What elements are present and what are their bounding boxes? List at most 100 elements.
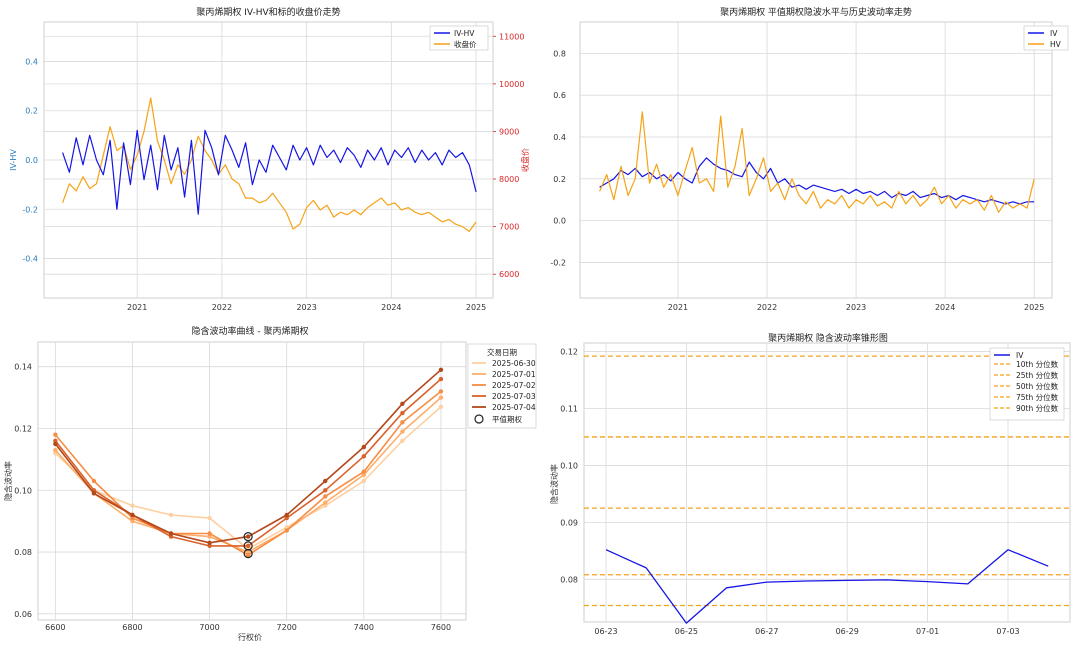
series-line-iv-hv bbox=[62, 129, 477, 215]
legend-label: 2025-07-04 bbox=[492, 403, 536, 412]
chart-title: 聚丙烯期权 平值期权隐波水平与历史波动率走势 bbox=[720, 6, 912, 18]
series-point bbox=[53, 447, 58, 453]
series-point bbox=[130, 503, 135, 508]
y2-tick-label: 9000 bbox=[499, 127, 519, 136]
series-point bbox=[91, 491, 97, 496]
x-tick-label: 7400 bbox=[354, 623, 374, 632]
atm-marker bbox=[243, 531, 253, 542]
x-tick-label: 2024 bbox=[381, 303, 401, 312]
y-tick-label: 0.4 bbox=[553, 133, 566, 142]
x-tick-label: 06-29 bbox=[836, 627, 859, 636]
series-point bbox=[53, 441, 58, 447]
y-tick-label: -0.2 bbox=[22, 205, 38, 214]
plot-frame bbox=[579, 21, 1053, 299]
legend-box bbox=[467, 343, 537, 429]
series-point bbox=[400, 401, 405, 406]
x-tick-label: 06-27 bbox=[755, 627, 778, 636]
x-tick-label: 6600 bbox=[45, 623, 65, 632]
y-tick-label: 0.10 bbox=[14, 486, 32, 495]
y-tick-label: 0.09 bbox=[560, 518, 578, 527]
series-point bbox=[207, 534, 212, 539]
legend-label: 平值期权 bbox=[492, 414, 522, 424]
y-tick-label: 0.12 bbox=[560, 348, 578, 357]
plot-frame bbox=[583, 342, 1071, 623]
legend-label: 2025-07-01 bbox=[492, 370, 536, 379]
legend: 交易日期 2025-06-30 2025-07-01 2025-07-02 2025-0… bbox=[467, 343, 537, 429]
series-point bbox=[438, 376, 444, 382]
x-tick-label: 07-01 bbox=[916, 627, 939, 636]
x-tick-label: 7600 bbox=[431, 623, 451, 632]
series-point bbox=[361, 478, 367, 484]
x-axis-label: 行权价 bbox=[238, 632, 262, 642]
y2-tick-label: 10000 bbox=[499, 80, 524, 89]
x-tick-label: 7200 bbox=[277, 623, 297, 632]
series-point bbox=[168, 512, 174, 518]
x-tick-label: 2024 bbox=[935, 303, 955, 312]
y-tick-label: 0.0 bbox=[25, 156, 38, 165]
y-axis-label: 隐含波动率 bbox=[549, 464, 559, 504]
series-point bbox=[438, 404, 444, 410]
x-tick-label: 2025 bbox=[466, 303, 486, 312]
y-tick-label: -0.2 bbox=[550, 258, 566, 267]
panel-iv-smile: 6600 6800 7000 7200 7400 7600 0.06 0.08 0.10 0.12… bbox=[3, 325, 537, 642]
series-point bbox=[323, 500, 328, 505]
series-point bbox=[245, 549, 251, 555]
series-line-2025-07-01 bbox=[54, 397, 442, 553]
series-point bbox=[130, 518, 135, 524]
y-tick-label: 0.08 bbox=[14, 548, 32, 557]
legend-label: IV bbox=[1016, 351, 1024, 360]
y-tick-label: -0.4 bbox=[22, 255, 38, 264]
y-tick-label: 0.6 bbox=[553, 91, 566, 100]
series-line-2025-07-03 bbox=[54, 378, 442, 547]
legend-label: 2025-06-30 bbox=[492, 359, 536, 368]
series-line-2025-07-04 bbox=[54, 369, 442, 544]
x-tick-label: 06-23 bbox=[594, 627, 617, 636]
series-point bbox=[245, 543, 251, 549]
series-point bbox=[323, 488, 328, 493]
series-line-iv bbox=[599, 157, 1035, 205]
series-point bbox=[400, 429, 405, 434]
x-tick-label: 2023 bbox=[296, 303, 316, 312]
series-point bbox=[245, 552, 251, 558]
x-tick-label: 06-25 bbox=[675, 627, 698, 636]
legend-label: 收盘价 bbox=[454, 39, 477, 49]
legend-label: 75th 分位数 bbox=[1016, 392, 1059, 402]
x-tick-label: 2023 bbox=[846, 303, 866, 312]
x-tick-label: 2022 bbox=[212, 303, 232, 312]
legend-box bbox=[1023, 25, 1069, 51]
plot-frame bbox=[37, 341, 467, 621]
y-tick-label: 0.2 bbox=[25, 107, 38, 116]
legend: IV HV bbox=[1023, 25, 1069, 51]
series-point bbox=[361, 444, 367, 450]
legend-label: IV-HV bbox=[454, 29, 475, 38]
series-point bbox=[91, 478, 97, 484]
panel-iv-cone: 06-23 06-25 06-27 06-29 07-01 07-03 0.08 0.09 0.… bbox=[549, 332, 1071, 636]
series-point bbox=[207, 515, 212, 521]
legend-title: 交易日期 bbox=[487, 347, 517, 357]
y-tick-label: 0.14 bbox=[14, 363, 32, 372]
series-point bbox=[361, 454, 367, 459]
y-tick-label: 0.2 bbox=[553, 175, 566, 184]
series-point bbox=[168, 534, 174, 539]
x-tick-label: 6800 bbox=[122, 623, 142, 632]
series-point bbox=[53, 432, 58, 437]
chart-title: 隐含波动率曲线 - 聚丙烯期权 bbox=[192, 325, 309, 337]
y2-tick-label: 6000 bbox=[499, 270, 519, 279]
series-point bbox=[438, 367, 444, 372]
x-tick-label: 2021 bbox=[668, 303, 688, 312]
legend-box bbox=[429, 25, 489, 51]
legend-label: IV bbox=[1050, 29, 1058, 38]
x-tick-label: 2021 bbox=[127, 303, 147, 312]
y-tick-label: 0.10 bbox=[560, 461, 578, 470]
chart-title: 聚丙烯期权 IV-HV和标的收盘价走势 bbox=[196, 6, 340, 18]
series-point bbox=[245, 534, 251, 539]
series-point bbox=[284, 528, 289, 533]
series-point bbox=[400, 410, 405, 416]
y-tick-label: 0.4 bbox=[25, 57, 38, 66]
series-point bbox=[207, 531, 212, 536]
series-point bbox=[53, 438, 58, 444]
series-point bbox=[438, 395, 444, 400]
series-point bbox=[323, 503, 328, 508]
y2-tick-label: 8000 bbox=[499, 175, 519, 184]
